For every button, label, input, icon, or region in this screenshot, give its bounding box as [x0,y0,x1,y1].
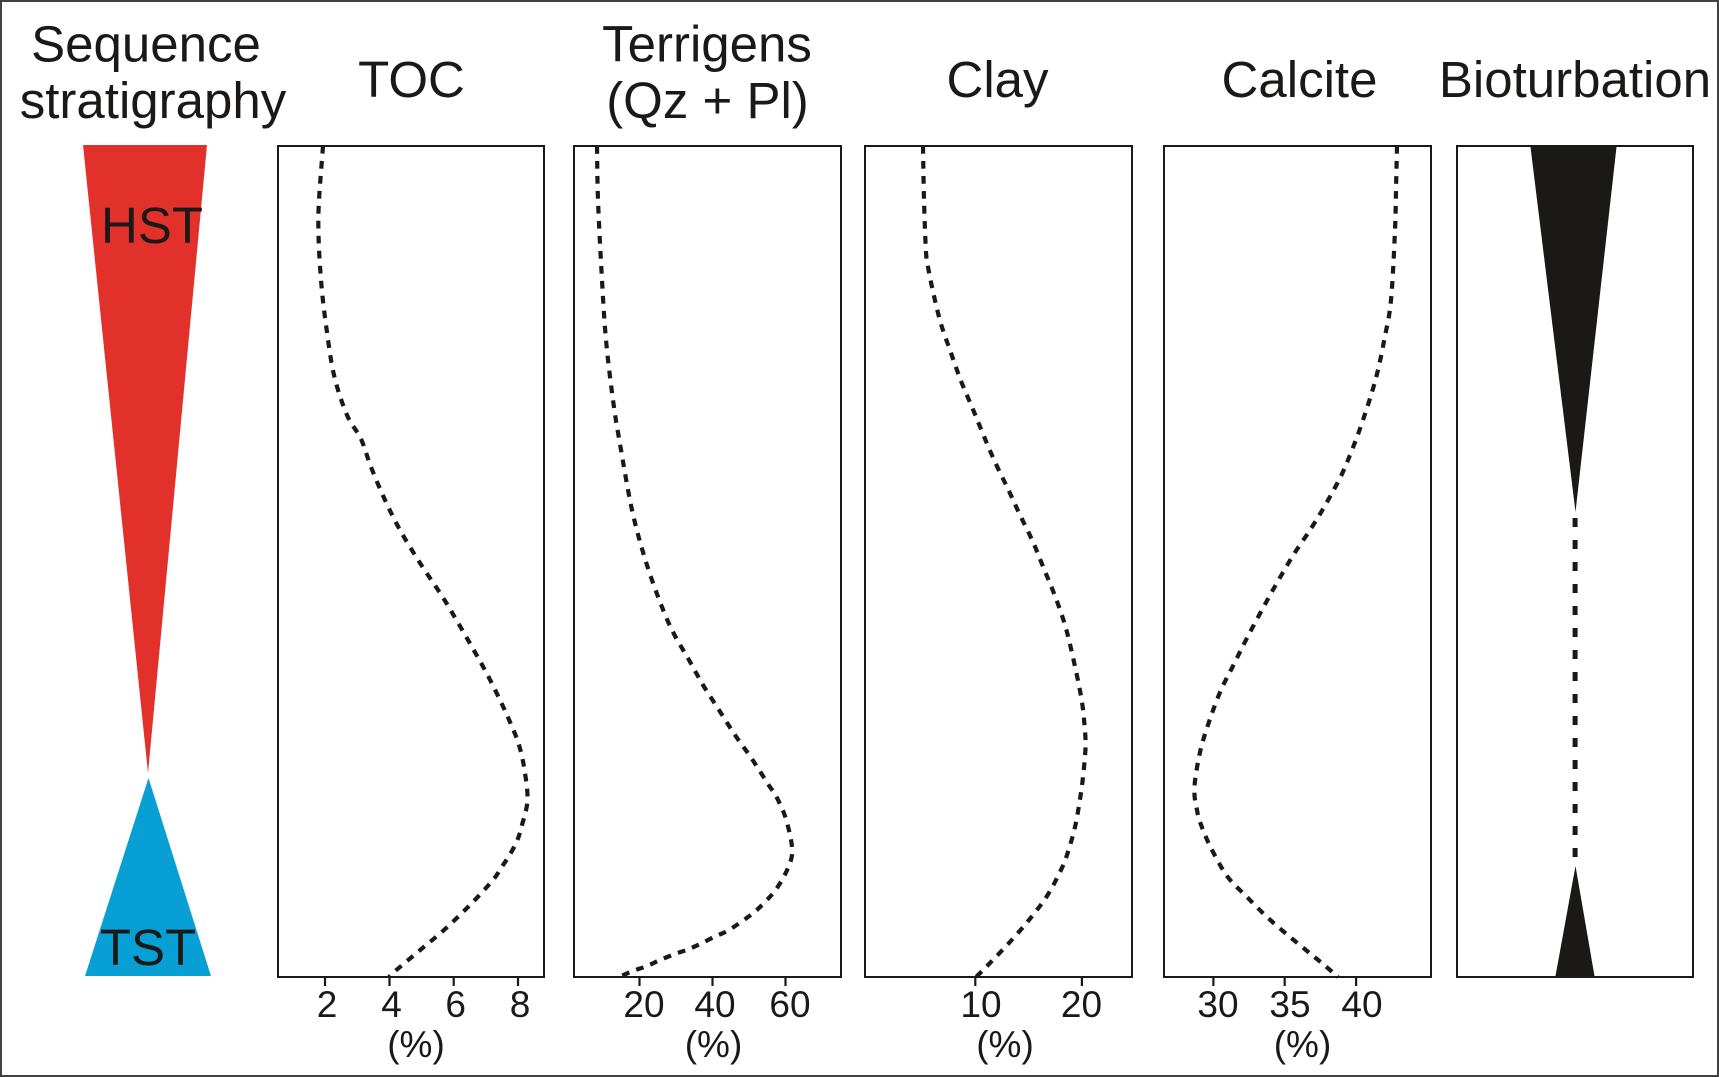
svg-text:4: 4 [381,984,402,1025]
svg-text:(Qz + Pl): (Qz + Pl) [606,72,809,129]
svg-text:20: 20 [1061,984,1102,1025]
svg-text:8: 8 [510,984,531,1025]
svg-text:Bioturbation: Bioturbation [1439,51,1711,108]
svg-text:HST: HST [101,197,203,254]
svg-text:2: 2 [317,984,338,1025]
svg-text:30: 30 [1197,984,1238,1025]
svg-text:Clay: Clay [946,51,1049,108]
svg-text:stratigraphy: stratigraphy [20,72,287,129]
svg-text:Sequence: Sequence [31,16,261,73]
svg-text:35: 35 [1269,984,1310,1025]
svg-text:40: 40 [694,984,735,1025]
svg-text:Calcite: Calcite [1222,51,1378,108]
svg-text:Terrigens: Terrigens [602,16,812,73]
svg-text:40: 40 [1341,984,1382,1025]
svg-text:20: 20 [623,984,664,1025]
svg-text:(%): (%) [387,1024,445,1065]
svg-text:(%): (%) [976,1024,1034,1065]
svg-text:(%): (%) [1274,1024,1332,1065]
svg-text:(%): (%) [685,1024,743,1065]
svg-text:60: 60 [769,984,810,1025]
svg-text:6: 6 [445,984,466,1025]
svg-text:10: 10 [960,984,1001,1025]
svg-text:TOC: TOC [358,51,465,108]
svg-text:TST: TST [100,919,196,976]
